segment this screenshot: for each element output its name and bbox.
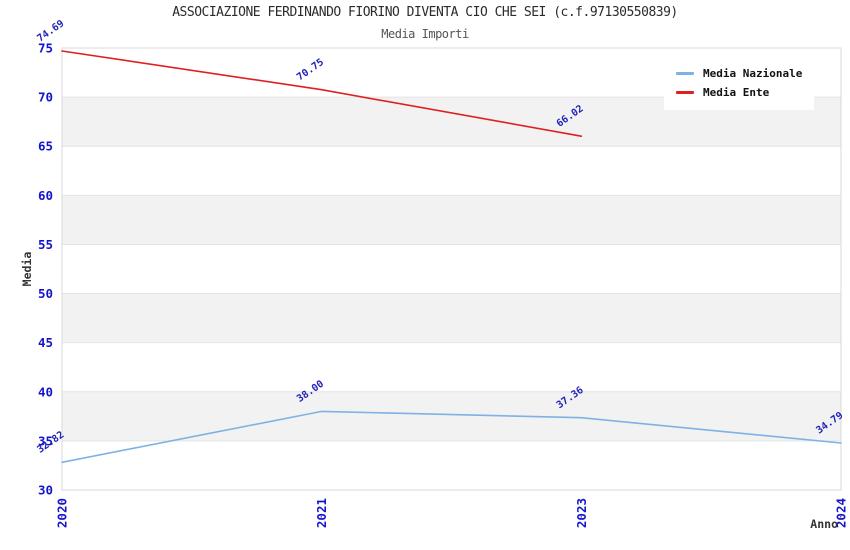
grid-band xyxy=(62,391,841,441)
x-axis-title: Anno xyxy=(810,517,838,531)
grid-band xyxy=(62,195,841,245)
legend-label-media-nazionale: Media Nazionale xyxy=(703,67,803,80)
series-line-media-ente xyxy=(61,50,583,137)
x-tick-label: 2020 xyxy=(55,498,70,528)
y-tick-label: 45 xyxy=(38,335,53,350)
y-tick-label: 55 xyxy=(38,237,53,252)
y-tick-label: 30 xyxy=(38,483,53,498)
chart-title: ASSOCIAZIONE FERDINANDO FIORINO DIVENTA … xyxy=(172,5,678,20)
y-tick-label: 70 xyxy=(38,90,53,105)
x-tick-label: 2023 xyxy=(574,498,589,528)
legend-item-media-nazionale: Media Nazionale xyxy=(676,64,802,83)
y-axis-title: Media xyxy=(20,251,34,287)
y-tick-label: 40 xyxy=(38,384,53,399)
legend-swatch-media-ente xyxy=(676,91,694,94)
legend-item-media-ente: Media Ente xyxy=(676,83,802,102)
legend: Media Nazionale Media Ente xyxy=(664,57,815,110)
x-tick-label: 2021 xyxy=(314,498,329,528)
y-tick-label: 65 xyxy=(38,139,53,154)
y-tick-label: 75 xyxy=(38,41,53,56)
legend-swatch-media-nazionale xyxy=(676,72,694,75)
plot-border xyxy=(61,47,842,491)
y-tick-label: 50 xyxy=(38,286,53,301)
legend-label-media-ente: Media Ente xyxy=(703,86,770,99)
data-label-media-ente: 70.75 xyxy=(295,57,326,83)
y-tick-label: 60 xyxy=(38,188,53,203)
y-tick-label: 35 xyxy=(38,433,53,448)
chart-subtitle: Media Importi xyxy=(381,27,469,41)
x-tick-label: 2024 xyxy=(834,498,849,528)
grid-band xyxy=(62,293,841,343)
series-line-media-nazionale xyxy=(61,410,842,464)
